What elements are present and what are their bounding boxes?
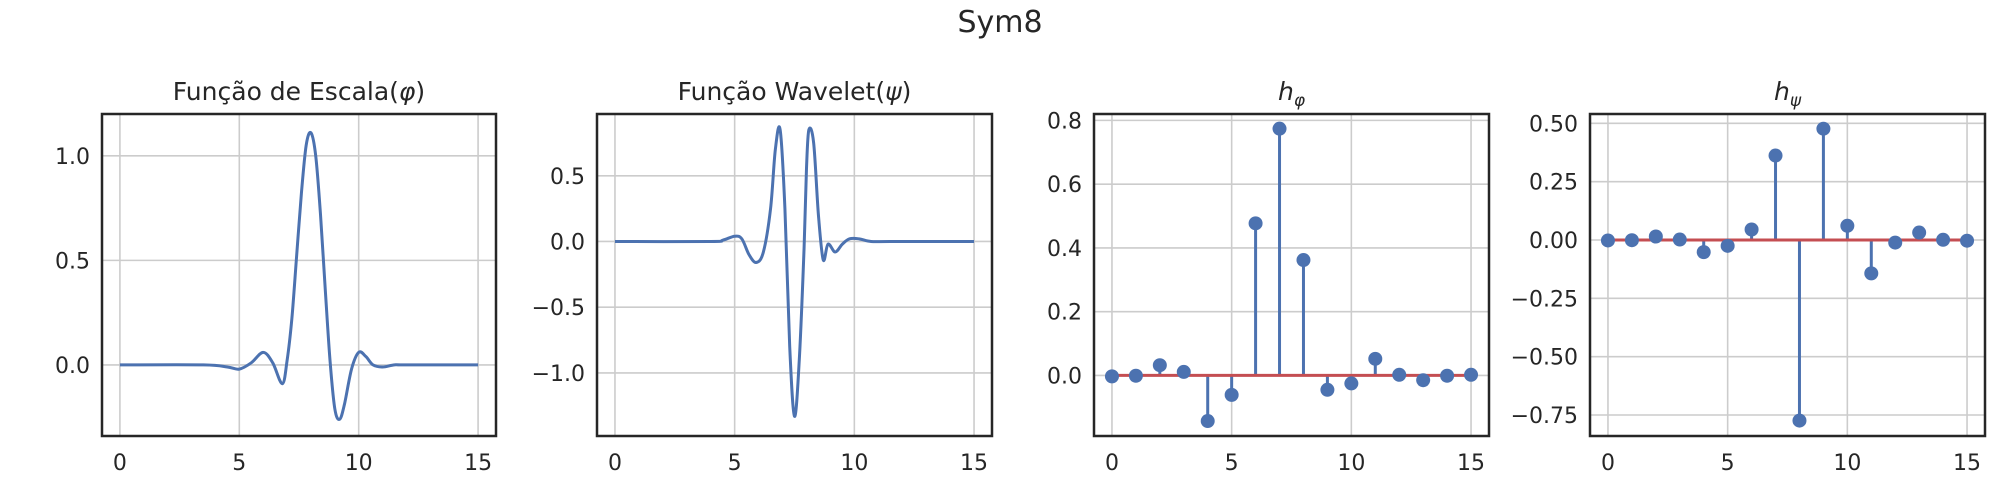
h-phi-marker-10 (1344, 376, 1359, 391)
h-phi-ytick-label-0: 0.0 (1047, 364, 1082, 389)
h-psi-marker-7 (1768, 148, 1783, 163)
h-psi-marker-2 (1648, 229, 1663, 244)
h-phi-marker-3 (1176, 364, 1191, 379)
h-psi-marker-11 (1864, 266, 1879, 281)
scaling-xtick-label-3: 15 (464, 451, 492, 476)
h-psi-marker-15 (1960, 233, 1975, 248)
h-psi-marker-13 (1912, 225, 1927, 240)
h-phi-marker-5 (1224, 387, 1239, 402)
scaling-ytick-label-0: 0.0 (55, 354, 90, 379)
wavelet-xtick-label-1: 5 (728, 451, 742, 476)
h-psi-marker-0 (1600, 233, 1615, 248)
h-psi-ytick-label-4: 0.25 (1529, 171, 1578, 196)
h-phi-marker-6 (1248, 216, 1263, 231)
h-phi-marker-7 (1272, 121, 1287, 136)
h-psi-marker-6 (1744, 222, 1759, 237)
scaling-series-line (119, 130, 479, 421)
h-phi-title: hφ (1278, 77, 1306, 111)
wavelet-axes-frame (595, 112, 994, 438)
h-psi-ytick-label-2: −0.25 (1511, 287, 1578, 312)
scaling-xtick-label-0: 0 (113, 451, 127, 476)
h-psi-xtick-label-2: 10 (1833, 451, 1861, 476)
panel-h-psi-filter: 0 5 10 15 −0.75 −0.50 −0.25 0.00 0.25 0.50 hψ (1511, 77, 1987, 476)
h-psi-ytick-label-1: −0.50 (1511, 346, 1578, 371)
h-psi-ytick-label-5: 0.50 (1529, 112, 1578, 137)
scaling-xtick-label-1: 5 (232, 451, 246, 476)
h-phi-marker-1 (1128, 368, 1143, 383)
h-psi-xtick-label-3: 15 (1953, 451, 1981, 476)
wavelet-xtick-label-3: 15 (960, 451, 988, 476)
h-psi-marker-1 (1624, 233, 1639, 248)
h-psi-marker-3 (1672, 232, 1687, 247)
wavelet-xtick-label-2: 10 (840, 451, 868, 476)
h-phi-ytick-label-4: 0.8 (1047, 109, 1082, 134)
h-phi-marker-2 (1152, 358, 1167, 373)
h-psi-marker-10 (1840, 218, 1855, 233)
scaling-title: Função de Escala(φ) (173, 77, 425, 106)
h-phi-axes-frame (1092, 112, 1491, 438)
wavelet-ytick-label-1: −0.5 (532, 296, 585, 321)
h-phi-marker-12 (1392, 367, 1407, 382)
scaling-ytick-label-2: 1.0 (55, 145, 90, 170)
h-phi-marker-9 (1320, 382, 1335, 397)
h-phi-ytick-label-1: 0.2 (1047, 301, 1082, 326)
h-phi-marker-8 (1296, 253, 1311, 268)
h-psi-xtick-label-1: 5 (1721, 451, 1735, 476)
h-psi-marker-8 (1792, 413, 1807, 428)
h-phi-marker-11 (1368, 351, 1383, 366)
h-phi-marker-13 (1416, 373, 1431, 388)
h-psi-marker-9 (1816, 121, 1831, 136)
scaling-ytick-label-1: 0.5 (55, 249, 90, 274)
h-psi-marker-4 (1696, 245, 1711, 260)
h-phi-ytick-label-2: 0.4 (1047, 237, 1082, 262)
h-phi-marker-0 (1104, 369, 1119, 384)
h-psi-axes-frame (1588, 112, 1987, 438)
h-phi-marker-14 (1440, 368, 1455, 383)
figure-suptitle: Sym8 (957, 5, 1042, 40)
scaling-axes-frame (100, 112, 498, 438)
h-psi-marker-5 (1720, 238, 1735, 253)
h-psi-ytick-label-0: −0.75 (1511, 404, 1578, 429)
h-phi-xtick-label-1: 5 (1225, 451, 1239, 476)
wavelet-ytick-label-2: 0.0 (550, 230, 585, 255)
h-phi-ytick-label-3: 0.6 (1047, 173, 1082, 198)
wavelet-xtick-label-0: 0 (608, 451, 622, 476)
h-psi-ytick-label-3: 0.00 (1529, 229, 1578, 254)
h-phi-marker-15 (1464, 367, 1479, 382)
wavelet-ytick-label-0: −1.0 (532, 362, 585, 387)
h-psi-marker-12 (1888, 235, 1903, 250)
wavelet-title: Função Wavelet(ψ) (678, 77, 912, 106)
scaling-xtick-label-2: 10 (345, 451, 373, 476)
h-phi-marker-4 (1200, 414, 1215, 429)
h-psi-xtick-label-0: 0 (1601, 451, 1615, 476)
panel-wavelet-function: 0 5 10 15 −1.0 −0.5 0.0 0.5 Função Wavelet(ψ) (532, 77, 994, 476)
h-phi-xtick-label-0: 0 (1105, 451, 1119, 476)
panel-scaling-function: 0 5 10 15 0.0 0.5 1.0 Função de Escala(φ) (55, 77, 498, 476)
h-psi-title: hψ (1774, 77, 1802, 111)
wavelet-ytick-label-3: 0.5 (550, 165, 585, 190)
h-phi-xtick-label-3: 15 (1457, 451, 1485, 476)
wavelet-series-line (614, 125, 975, 418)
h-psi-marker-14 (1936, 232, 1951, 247)
panel-h-phi-filter: 0 5 10 15 0.0 0.2 0.4 0.6 0.8 hφ (1047, 77, 1491, 476)
h-phi-xtick-label-2: 10 (1337, 451, 1365, 476)
